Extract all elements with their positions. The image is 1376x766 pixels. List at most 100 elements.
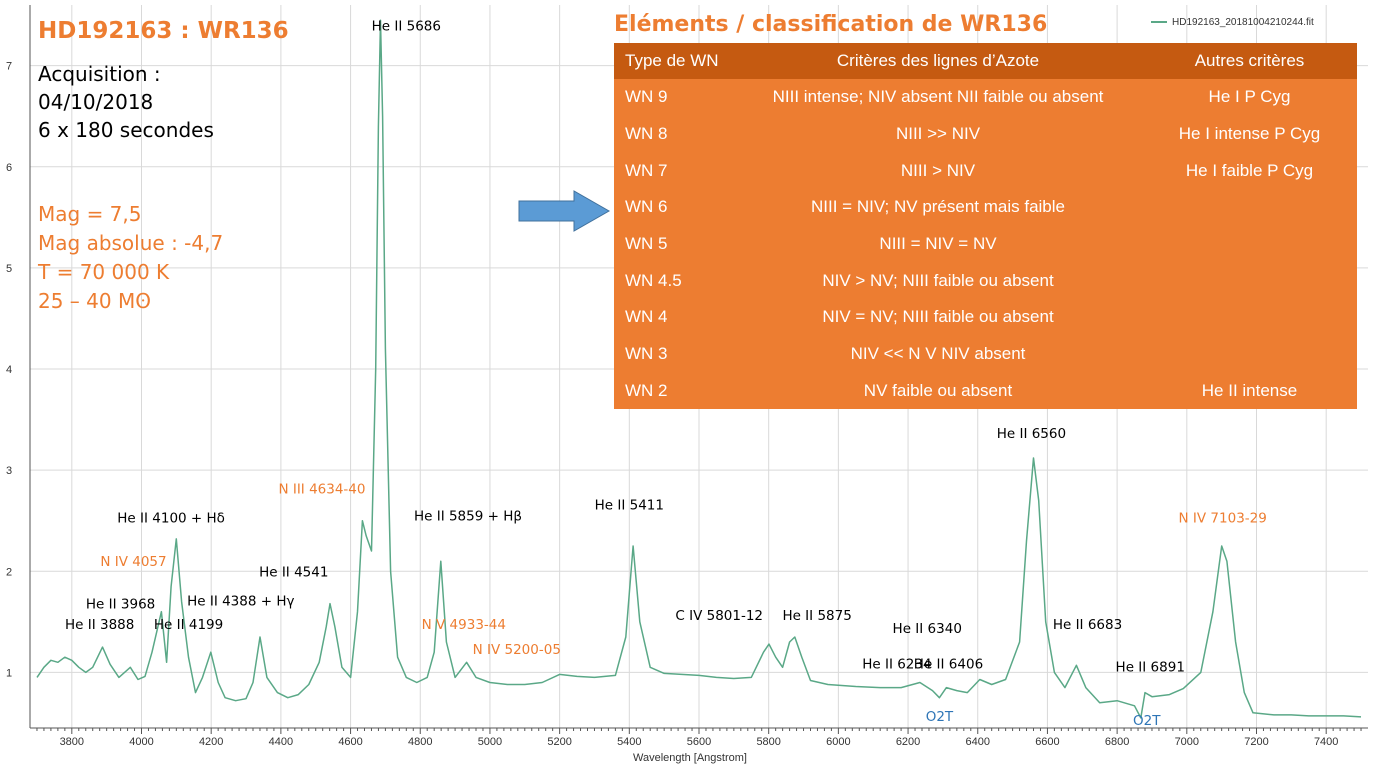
cell-type: WN 4.5 (625, 270, 682, 290)
line-annotation: He II 6340 (893, 621, 962, 637)
axes: 3800 4000 4200 4400 4600 4800 5000 5200 5400 5600… (6, 5, 1368, 748)
x-tick-label: 6200 (896, 736, 920, 748)
line-annotation: N V 4933-44 (422, 617, 506, 633)
table-body: WN 9 NIII intense; NIV absent NII faible … (614, 79, 1357, 409)
table-row: WN 7 NIII > NIV He I faible P Cyg (614, 154, 1357, 187)
cell-nitrogen-criteria: NIII > NIV (900, 160, 976, 180)
x-tick-label: 7200 (1244, 736, 1268, 748)
cell-nitrogen-criteria: NIV > NV; NIII faible ou absent (822, 270, 1054, 290)
y-tick-label: 3 (6, 465, 12, 477)
line-annotation: He II 4541 (259, 564, 328, 580)
line-annotation: He II 4199 (154, 617, 223, 633)
cell-nitrogen-criteria: NIII = NIV = NV (879, 233, 997, 253)
magnitude: Mag = 7,5 (38, 202, 142, 226)
header-other-criteria: Autres critères (1194, 51, 1305, 70)
line-annotation: C IV 5801-12 (675, 608, 763, 624)
y-tick-label: 5 (6, 263, 12, 275)
cell-type: WN 6 (625, 197, 668, 217)
chart-legend: HD192163_20181004210244.fit (1151, 17, 1314, 28)
cell-type: WN 4 (625, 307, 668, 327)
line-annotation: O2T (1133, 713, 1161, 729)
x-tick-label: 4800 (408, 736, 432, 748)
cell-type: WN 7 (625, 160, 668, 180)
spectrum-series (36, 19, 1362, 719)
x-tick-label: 5000 (478, 736, 502, 748)
x-tick-label: 6400 (966, 736, 990, 748)
x-tick-label: 6600 (1035, 736, 1059, 748)
star-title: HD192163 : WR136 (38, 18, 289, 44)
cell-nitrogen-criteria: NIII = NIV; NV présent mais faible (811, 197, 1065, 217)
cell-type: WN 8 (625, 123, 668, 143)
line-annotation: He II 5411 (595, 498, 664, 514)
temperature: T = 70 000 K (38, 260, 170, 284)
table-header: Type de WN Critères des lignes d’Azote A… (614, 43, 1357, 79)
line-annotation: He II 6560 (997, 426, 1066, 442)
y-tick-label: 1 (6, 667, 12, 679)
y-tick-label: 2 (6, 566, 12, 578)
table-row: WN 5 NIII = NIV = NV (614, 227, 1357, 260)
header-nitrogen-criteria: Critères des lignes d’Azote (836, 51, 1040, 70)
line-annotation: He II 6234 (862, 656, 931, 672)
classification-table: Type de WN Critères des lignes d’Azote A… (614, 43, 1357, 409)
cell-type: WN 5 (625, 233, 668, 253)
x-axis-label: Wavelength [Angstrom] (633, 752, 747, 764)
acquisition-exposure: 6 x 180 secondes (38, 118, 214, 142)
table-row: WN 9 NIII intense; NIV absent NII faible … (614, 81, 1357, 114)
acquisition-label: Acquisition : (38, 62, 161, 86)
acquisition-date: 04/10/2018 (38, 90, 154, 114)
x-tick-label: 5400 (617, 736, 641, 748)
x-tick-label: 5200 (547, 736, 571, 748)
y-tick-label: 6 (6, 162, 12, 174)
line-annotation: He II 5686 (372, 18, 441, 34)
legend-label: HD192163_20181004210244.fit (1172, 17, 1314, 28)
y-tick-label: 4 (6, 364, 12, 376)
table-row: WN 2 NV faible ou absent He II intense (614, 374, 1357, 407)
cell-type: WN 2 (625, 380, 668, 400)
x-tick-label: 6800 (1105, 736, 1129, 748)
cell-other-criteria: He II intense (1201, 380, 1298, 400)
arrow-icon (518, 190, 611, 232)
x-tick-label: 6000 (826, 736, 850, 748)
line-annotation: He II 4388 + Hγ (187, 594, 294, 610)
y-tick-label: 7 (6, 61, 12, 73)
x-tick-label: 7000 (1175, 736, 1199, 748)
star-properties: Mag = 7,5 Mag absolue : -4,7 T = 70 000 … (38, 200, 223, 316)
line-annotation: He II 6891 (1116, 659, 1185, 675)
header-type: Type de WN (625, 51, 719, 70)
line-annotation: N III 4634-40 (278, 481, 365, 497)
absolute-magnitude: Mag absolue : -4,7 (38, 231, 224, 255)
x-tick-label: 4400 (269, 736, 293, 748)
x-tick-label: 4600 (338, 736, 362, 748)
cell-other-criteria: He I intense P Cyg (1178, 123, 1321, 143)
line-annotation: N IV 7103-29 (1179, 511, 1267, 527)
cell-nitrogen-criteria: NIII >> NIV (895, 123, 981, 143)
line-annotation: He II 6683 (1053, 617, 1122, 633)
x-tick-label: 3800 (60, 736, 84, 748)
line-annotation: He II 3888 (65, 617, 134, 633)
line-annotation: O2T (926, 709, 954, 725)
cell-nitrogen-criteria: NV faible ou absent (863, 380, 1013, 400)
cell-other-criteria: He I P Cyg (1208, 87, 1291, 107)
x-tick-label: 7400 (1314, 736, 1338, 748)
cell-type: WN 9 (625, 87, 668, 107)
cell-nitrogen-criteria: NIII intense; NIV absent NII faible ou a… (772, 87, 1104, 107)
cell-nitrogen-criteria: NIV = NV; NIII faible ou absent (822, 307, 1054, 327)
x-tick-label: 5800 (756, 736, 780, 748)
acquisition-info: Acquisition : 04/10/2018 6 x 180 seconde… (38, 60, 214, 144)
line-annotations: He II 5686 He II 3888 He II 3968 N IV 4057 H… (65, 18, 1267, 729)
mass: 25 – 40 Mʘ (38, 289, 151, 313)
line-annotation: He II 6406 (914, 656, 983, 672)
x-tick-label: 5600 (687, 736, 711, 748)
table-row: WN 4.5 NIV > NV; NIII faible ou absent (614, 264, 1357, 297)
table-row: WN 4 NIV = NV; NIII faible ou absent (614, 301, 1357, 334)
line-annotation: He II 5875 (782, 608, 851, 624)
x-tick-label: 4000 (129, 736, 153, 748)
line-annotation: He II 5859 + Hβ (414, 509, 522, 525)
cell-other-criteria: He I faible P Cyg (1185, 160, 1314, 180)
cell-type: WN 3 (625, 343, 668, 363)
x-tick-label: 4200 (199, 736, 223, 748)
table-row: WN 8 NIII >> NIV He I intense P Cyg (614, 117, 1357, 150)
line-annotation: N IV 5200-05 (473, 642, 561, 658)
line-annotation: He II 3968 (86, 597, 155, 613)
table-title: Eléments / classification de WR136 (614, 12, 1048, 37)
